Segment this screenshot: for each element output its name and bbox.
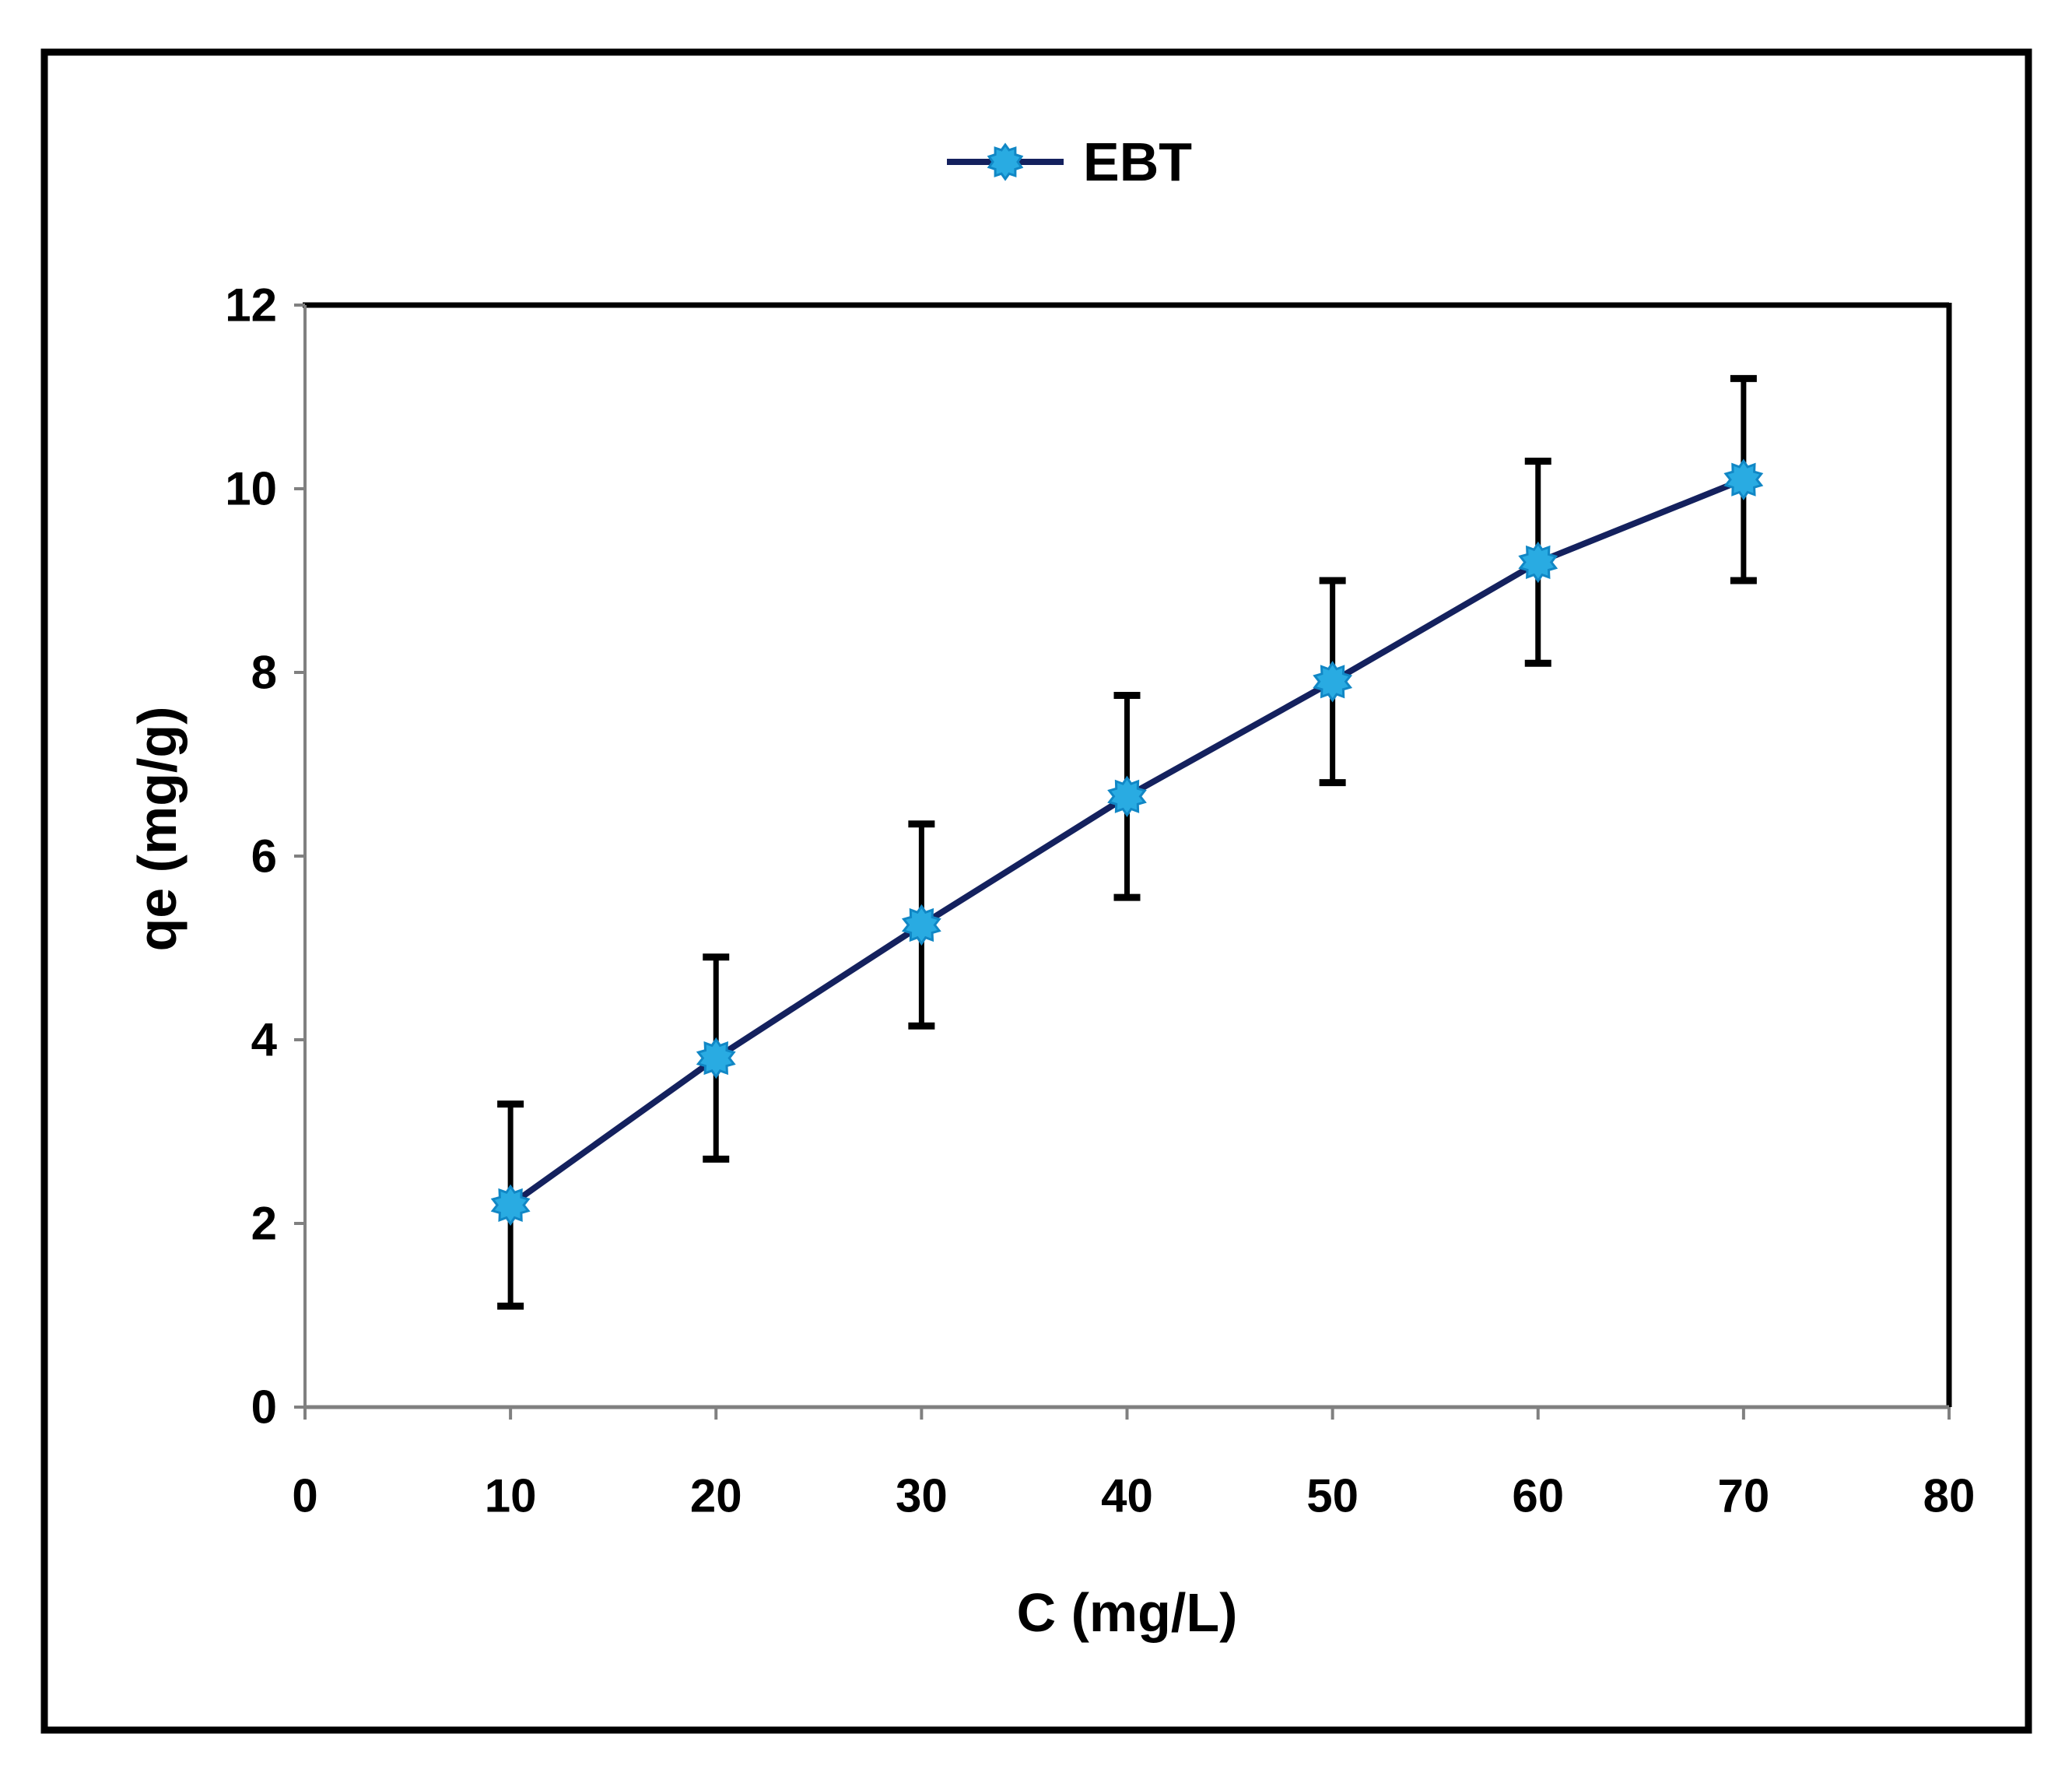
data-point-marker bbox=[1107, 775, 1147, 817]
x-tick-label: 60 bbox=[1512, 1470, 1564, 1522]
y-tick-label: 10 bbox=[225, 463, 277, 515]
x-axis-title: C (mg/L) bbox=[1017, 1582, 1238, 1643]
x-tick-label: 50 bbox=[1306, 1470, 1359, 1522]
x-tick-label: 10 bbox=[485, 1470, 537, 1522]
data-point-marker bbox=[1518, 541, 1558, 584]
y-tick-label: 8 bbox=[251, 647, 277, 699]
y-tick-label: 6 bbox=[251, 830, 277, 883]
data-point-marker bbox=[490, 1184, 531, 1227]
legend-marker-sun-icon bbox=[987, 142, 1024, 181]
y-tick-label: 0 bbox=[251, 1381, 277, 1434]
legend-label: EBT bbox=[1083, 132, 1192, 192]
data-point-marker bbox=[1313, 661, 1353, 703]
x-tick-label: 40 bbox=[1101, 1470, 1153, 1522]
data-point-marker bbox=[696, 1037, 736, 1079]
figure-border bbox=[40, 48, 2032, 1734]
x-tick-label: 30 bbox=[896, 1470, 948, 1522]
x-tick-label: 20 bbox=[690, 1470, 742, 1522]
x-tick-label: 0 bbox=[292, 1470, 317, 1522]
data-point-marker bbox=[1723, 458, 1764, 500]
y-tick-label: 2 bbox=[251, 1198, 277, 1250]
x-tick-label: 70 bbox=[1718, 1470, 1770, 1522]
data-point-marker bbox=[901, 904, 941, 946]
y-tick-label: 4 bbox=[251, 1014, 278, 1066]
x-tick-label: 80 bbox=[1923, 1470, 1976, 1522]
y-axis-title: qe (mg/g) bbox=[127, 707, 188, 952]
y-tick-label: 12 bbox=[225, 279, 277, 332]
